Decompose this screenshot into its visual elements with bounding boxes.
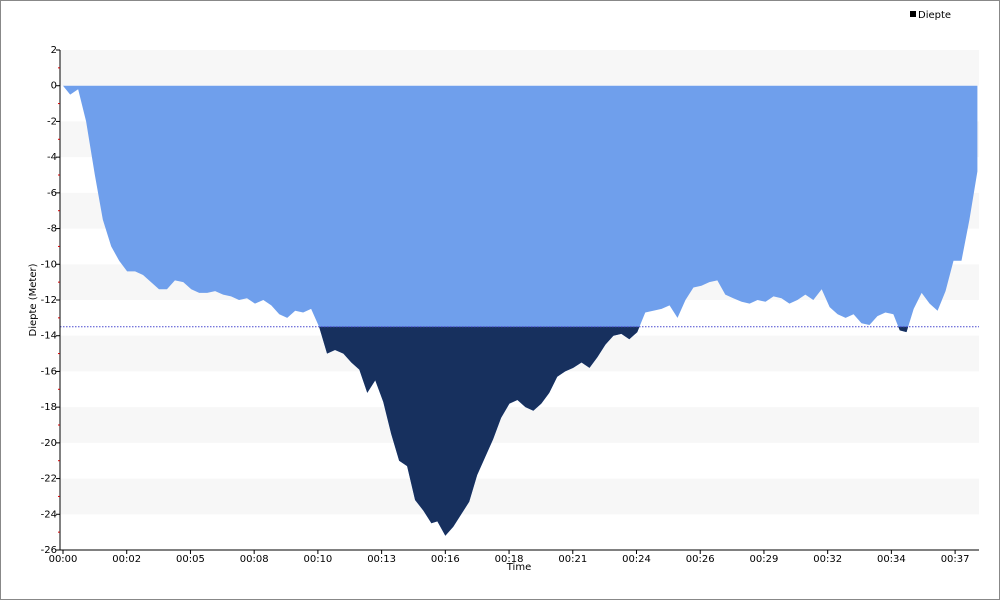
x-tick-label: 00:32 [813, 554, 842, 565]
y-tick-label: 0 [51, 81, 57, 92]
y-tick-label: -16 [41, 366, 57, 377]
area [63, 85, 978, 536]
x-tick-label: 00:08 [240, 554, 269, 565]
y-tick-label: -26 [41, 545, 57, 556]
grid-band [60, 50, 979, 86]
x-tick-label: 00:02 [112, 554, 141, 565]
x-tick-label: 00:00 [49, 554, 78, 565]
legend-swatch [910, 11, 916, 17]
x-tick-label: 00:34 [877, 554, 906, 565]
x-tick-label: 00:18 [495, 554, 524, 565]
y-tick-label: -4 [47, 152, 57, 163]
y-axis-label: Diepte (Meter) [28, 263, 39, 336]
legend: Diepte [910, 10, 951, 21]
y-tick-label: -10 [41, 259, 57, 270]
x-tick-label: 00:37 [941, 554, 970, 565]
x-tick-label: 00:21 [558, 554, 587, 565]
y-tick-label: -14 [41, 331, 57, 342]
y-tick-label: -18 [41, 402, 57, 413]
x-tick-label: 00:13 [367, 554, 396, 565]
y-tick-label: -6 [47, 188, 57, 199]
area-below-reference [319, 326, 909, 536]
x-tick-label: 00:16 [431, 554, 460, 565]
y-tick-label: -2 [47, 116, 57, 127]
y-tick-label: -8 [47, 224, 57, 235]
y-tick-label: 2 [51, 45, 57, 56]
y-tick-label: -12 [41, 295, 57, 306]
x-tick-label: 00:05 [176, 554, 205, 565]
x-tick-label: 00:26 [686, 554, 715, 565]
y-tick-label: -20 [41, 438, 57, 449]
x-tick-label: 00:24 [622, 554, 651, 565]
grid-band [60, 478, 979, 515]
x-tick-label: 00:29 [750, 554, 779, 565]
grid-band [60, 407, 979, 443]
y-tick-label: -22 [41, 474, 57, 485]
legend-label: Diepte [918, 10, 951, 21]
y-tick-label: -24 [41, 509, 57, 520]
x-axis-label: Time [506, 562, 531, 573]
x-tick-label: 00:10 [303, 554, 332, 565]
